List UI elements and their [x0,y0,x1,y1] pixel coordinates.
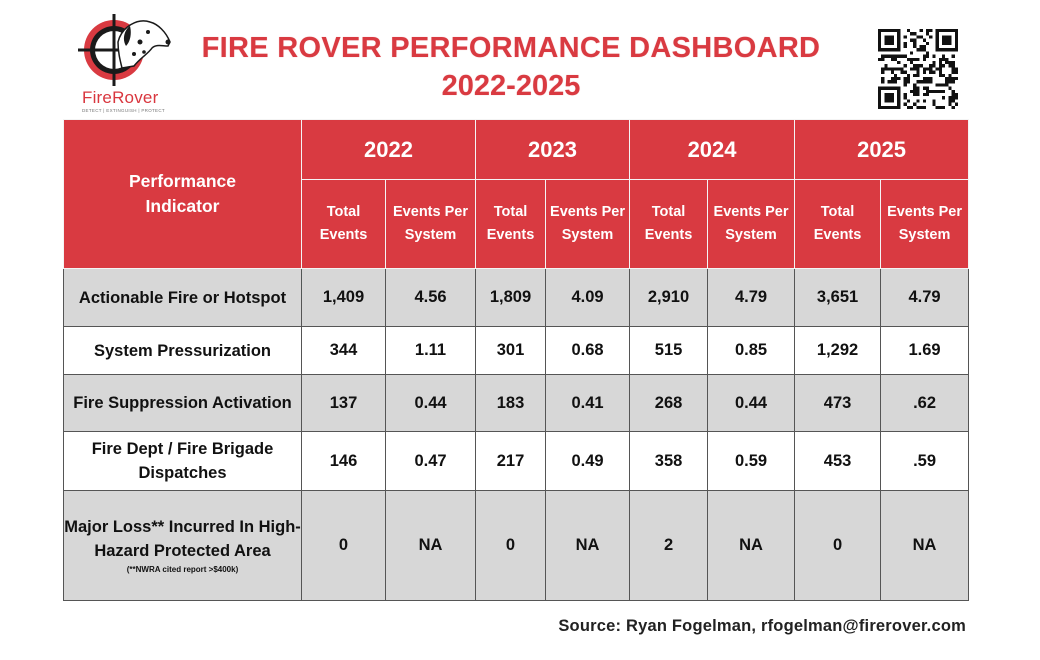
table-cell: 453 [794,431,882,491]
table-cell: NA [384,490,477,601]
events-per-system-header: Events Per System [707,179,796,269]
table-cell: 146 [301,431,386,491]
table-cell: 268 [629,374,709,432]
table-cell: 0.47 [384,431,477,491]
table-cell: 3,651 [794,268,882,327]
table-cell: 0.44 [707,374,796,432]
table-cell: 137 [301,374,386,432]
year-header-2023: 2023 [475,119,631,180]
table-cell: 0.68 [545,326,631,375]
table-cell: 0.85 [707,326,796,375]
row-label: Major Loss** Incurred In High-Hazard Pro… [63,490,302,601]
source-credit: Source: Ryan Fogelman, rfogelman@firerov… [558,617,966,635]
table-cell: 2 [629,490,709,601]
total-events-header: Total Events [301,179,386,269]
performance-indicator-header: Performance Indicator [63,119,302,269]
dalmatian-crosshair-icon [78,14,171,86]
table-row: Major Loss** Incurred In High-Hazard Pro… [63,490,970,601]
table-cell: NA [880,490,970,601]
table-cell: 0.59 [707,431,796,491]
year-header-2024: 2024 [629,119,796,180]
total-events-header: Total Events [629,179,709,269]
row-label: Fire Dept / Fire Brigade Dispatches [63,431,302,491]
table-cell: 0 [475,490,547,601]
dashboard-title: FIRE ROVER PERFORMANCE DASHBOARD [201,32,821,64]
events-per-system-header: Events Per System [384,179,477,269]
table-cell: 358 [629,431,709,491]
logo-wordmark: FireRover [82,88,159,107]
table-cell: 1,409 [301,268,386,327]
year-header-2025: 2025 [794,119,970,180]
table-cell: 0.41 [545,374,631,432]
table-cell: 1.69 [880,326,970,375]
row-label: System Pressurization [63,326,302,375]
row-label-text: Major Loss** Incurred In High-Hazard Pro… [64,518,301,560]
table-cell: 217 [475,431,547,491]
table-cell: 344 [301,326,386,375]
table-cell: 4.79 [707,268,796,327]
performance-table: Performance Indicator 2022 2023 2024 202… [63,119,970,601]
row-label: Fire Suppression Activation [63,374,302,432]
table-cell: 1,292 [794,326,882,375]
table-row: Fire Dept / Fire Brigade Dispatches 146 … [63,431,970,491]
events-per-system-header: Events Per System [545,179,631,269]
table-cell: 2,910 [629,268,709,327]
table-cell: NA [707,490,796,601]
dashboard-years: 2022-2025 [441,70,581,102]
row-label: Actionable Fire or Hotspot [63,268,302,327]
table-cell: 0 [794,490,882,601]
table-cell: 473 [794,374,882,432]
logo-tagline: DETECT | EXTINGUISH | PROTECT [82,108,165,113]
table-row: Actionable Fire or Hotspot 1,409 4.56 1,… [63,268,970,327]
table-cell: .59 [880,431,970,491]
table-cell: 183 [475,374,547,432]
total-events-header: Total Events [475,179,547,269]
table-cell: 4.56 [384,268,477,327]
table-cell: 1,809 [475,268,547,327]
qr-code-icon[interactable] [878,29,958,109]
total-events-header: Total Events [794,179,882,269]
table-cell: 515 [629,326,709,375]
table-cell: NA [545,490,631,601]
table-cell: 0.44 [384,374,477,432]
year-header-2022: 2022 [300,119,477,180]
firerover-logo: FireRover DETECT | EXTINGUISH | PROTECT [78,12,178,114]
table-cell: 1.11 [384,326,477,375]
events-per-system-header: Events Per System [880,179,970,269]
table-cell: 301 [475,326,547,375]
table-cell: 0 [301,490,386,601]
table-cell: 4.79 [880,268,970,327]
footnote: (**NWRA cited report >$400k) [126,565,239,574]
table-cell: 0.49 [545,431,631,491]
table-cell: .62 [880,374,970,432]
table-row: Fire Suppression Activation 137 0.44 183… [63,374,970,432]
table-cell: 4.09 [545,268,631,327]
table-row: System Pressurization 344 1.11 301 0.68 … [63,326,970,375]
